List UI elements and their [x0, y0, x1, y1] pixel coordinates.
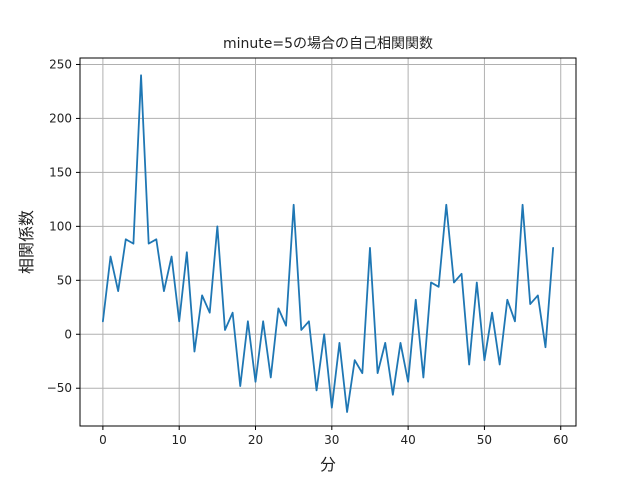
y-tick-label-200: 200 [49, 111, 72, 125]
data-point-37 [384, 342, 386, 344]
data-point-57 [537, 294, 539, 296]
data-point-58 [544, 346, 546, 348]
x-tick-label-10: 10 [172, 433, 187, 447]
y-tick-label-100: 100 [49, 219, 72, 233]
data-point-45 [445, 204, 447, 206]
data-point-11 [186, 251, 188, 253]
y-tick-label-150: 150 [49, 165, 72, 179]
data-point-54 [514, 320, 516, 322]
data-point-48 [468, 363, 470, 365]
autocorrelation-series-line [101, 74, 555, 413]
data-point-14 [209, 312, 211, 314]
data-point-6 [148, 243, 150, 245]
data-point-7 [155, 238, 157, 240]
ticks-layer: 0 10 20 30 40 50 60 −50 0 50 100 150 200 250 [47, 57, 569, 447]
data-point-38 [392, 394, 394, 396]
data-point-32 [346, 411, 348, 413]
data-point-31 [338, 342, 340, 344]
data-point-39 [399, 342, 401, 344]
data-point-10 [178, 320, 180, 322]
data-point-22 [270, 376, 272, 378]
data-point-18 [239, 385, 241, 387]
y-tick-label-50: 50 [57, 273, 72, 287]
data-point-4 [132, 243, 134, 245]
data-point-36 [377, 372, 379, 374]
y-tick-label-0: 0 [64, 327, 72, 341]
data-point-50 [483, 359, 485, 361]
y-axis-title: 相関係数 [17, 210, 36, 274]
data-point-56 [529, 303, 531, 305]
data-point-3 [125, 238, 127, 240]
data-point-25 [293, 204, 295, 206]
data-point-42 [422, 376, 424, 378]
data-point-20 [254, 381, 256, 383]
data-point-35 [369, 247, 371, 249]
data-point-59 [552, 247, 554, 249]
data-point-9 [170, 255, 172, 257]
data-point-23 [277, 307, 279, 309]
data-point-43 [430, 281, 432, 283]
data-point-33 [354, 359, 356, 361]
data-point-0 [102, 320, 104, 322]
x-tick-label-30: 30 [324, 433, 339, 447]
data-point-2 [117, 290, 119, 292]
data-point-34 [361, 372, 363, 374]
data-point-41 [415, 299, 417, 301]
x-tick-label-50: 50 [477, 433, 492, 447]
data-point-26 [300, 329, 302, 331]
data-point-12 [193, 350, 195, 352]
data-point-24 [285, 325, 287, 327]
x-tick-label-0: 0 [99, 433, 107, 447]
data-point-51 [491, 312, 493, 314]
x-tick-label-60: 60 [553, 433, 568, 447]
data-point-40 [407, 381, 409, 383]
data-point-49 [476, 281, 478, 283]
data-point-1 [109, 255, 111, 257]
data-point-21 [262, 320, 264, 322]
y-tick-label--50: −50 [47, 381, 72, 395]
data-point-55 [521, 204, 523, 206]
data-point-52 [499, 363, 501, 365]
data-point-28 [315, 389, 317, 391]
chart-title: minute=5の場合の自己相関関数 [223, 36, 433, 52]
y-tick-label-250: 250 [49, 57, 72, 71]
data-point-16 [224, 329, 226, 331]
data-point-29 [323, 333, 325, 335]
x-tick-label-40: 40 [400, 433, 415, 447]
x-axis-title: 分 [320, 455, 336, 474]
data-point-13 [201, 294, 203, 296]
data-point-46 [453, 281, 455, 283]
plot-area-frame [79, 57, 577, 427]
x-tick-label-20: 20 [248, 433, 263, 447]
data-point-17 [232, 312, 234, 314]
data-point-5 [140, 74, 142, 76]
data-point-30 [331, 407, 333, 409]
data-point-27 [308, 320, 310, 322]
data-point-19 [247, 320, 249, 322]
data-point-53 [506, 299, 508, 301]
data-point-8 [163, 290, 165, 292]
data-point-44 [438, 286, 440, 288]
data-point-15 [216, 225, 218, 227]
grid-layer [80, 58, 576, 426]
data-point-47 [460, 273, 462, 275]
